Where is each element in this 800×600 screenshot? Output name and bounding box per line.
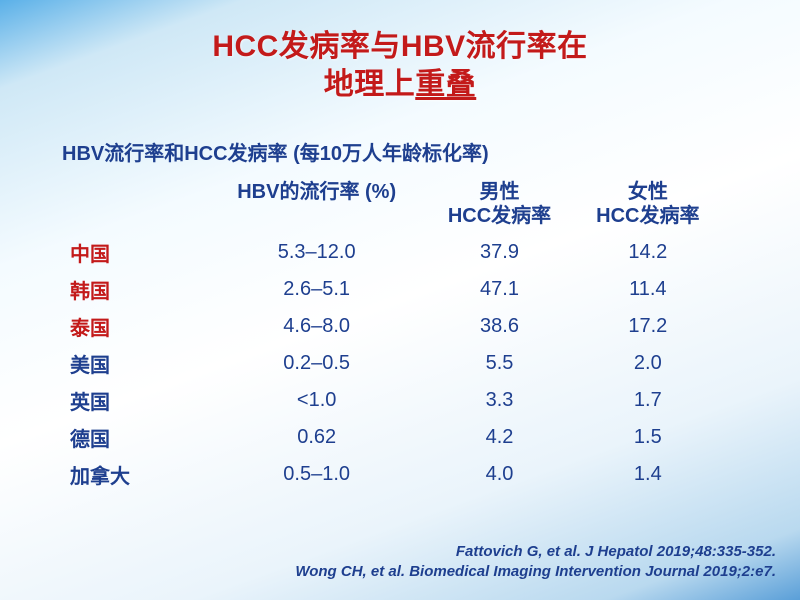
table-row: 加拿大0.5–1.04.01.4 — [62, 456, 722, 493]
table-cell: 0.5–1.0 — [208, 456, 425, 493]
table-row: 美国0.2–0.55.52.0 — [62, 345, 722, 382]
table-cell: 4.0 — [425, 456, 573, 493]
row-label: 英国 — [62, 382, 208, 419]
row-label: 德国 — [62, 419, 208, 456]
table-cell: 4.2 — [425, 419, 573, 456]
table-body: 中国5.3–12.037.914.2韩国2.6–5.147.111.4泰国4.6… — [62, 234, 722, 493]
row-label: 韩国 — [62, 271, 208, 308]
citation-line1: Fattovich G, et al. J Hepatol 2019;48:33… — [295, 542, 776, 562]
row-label: 加拿大 — [62, 456, 208, 493]
data-table: HBV的流行率 (%) 男性HCC发病率 女性HCC发病率 中国5.3–12.0… — [62, 176, 722, 493]
col-header-hbv: HBV的流行率 (%) — [208, 176, 425, 234]
table-cell: 2.6–5.1 — [208, 271, 425, 308]
table-cell: 2.0 — [574, 345, 722, 382]
table-cell: 5.5 — [425, 345, 573, 382]
table-row: 德国0.624.21.5 — [62, 419, 722, 456]
slide-subtitle: HBV流行率和HCC发病率 (每10万人年龄标化率) — [62, 137, 800, 166]
row-label: 美国 — [62, 345, 208, 382]
table-cell: 3.3 — [425, 382, 573, 419]
table-row: 韩国2.6–5.147.111.4 — [62, 271, 722, 308]
citation-line2: Wong CH, et al. Biomedical Imaging Inter… — [295, 562, 776, 582]
title-line1: HCC发病率与HBV流行率在 — [212, 30, 587, 63]
table-cell: 0.2–0.5 — [208, 345, 425, 382]
slide-title: HCC发病率与HBV流行率在 地理上重叠 — [0, 0, 800, 103]
table-cell: 5.3–12.0 — [208, 234, 425, 271]
table-cell: 47.1 — [425, 271, 573, 308]
table-cell: <1.0 — [208, 382, 425, 419]
table-cell: 1.4 — [574, 456, 722, 493]
row-label: 泰国 — [62, 308, 208, 345]
table-row: 中国5.3–12.037.914.2 — [62, 234, 722, 271]
col-header-blank — [62, 176, 208, 234]
table-cell: 0.62 — [208, 419, 425, 456]
table-cell: 1.5 — [574, 419, 722, 456]
row-label: 中国 — [62, 234, 208, 271]
table-cell: 37.9 — [425, 234, 573, 271]
table-cell: 1.7 — [574, 382, 722, 419]
citation-block: Fattovich G, et al. J Hepatol 2019;48:33… — [295, 542, 776, 583]
table-header-row: HBV的流行率 (%) 男性HCC发病率 女性HCC发病率 — [62, 176, 722, 234]
col-header-male: 男性HCC发病率 — [425, 176, 573, 234]
table-cell: 38.6 — [425, 308, 573, 345]
title-line2-prefix: 地理上 — [324, 68, 416, 101]
title-line2-underlined: 重叠 — [415, 68, 476, 101]
table-row: 英国<1.03.31.7 — [62, 382, 722, 419]
table-cell: 14.2 — [574, 234, 722, 271]
col-header-female: 女性HCC发病率 — [574, 176, 722, 234]
table-cell: 4.6–8.0 — [208, 308, 425, 345]
table-cell: 11.4 — [574, 271, 722, 308]
table-row: 泰国4.6–8.038.617.2 — [62, 308, 722, 345]
table-cell: 17.2 — [574, 308, 722, 345]
